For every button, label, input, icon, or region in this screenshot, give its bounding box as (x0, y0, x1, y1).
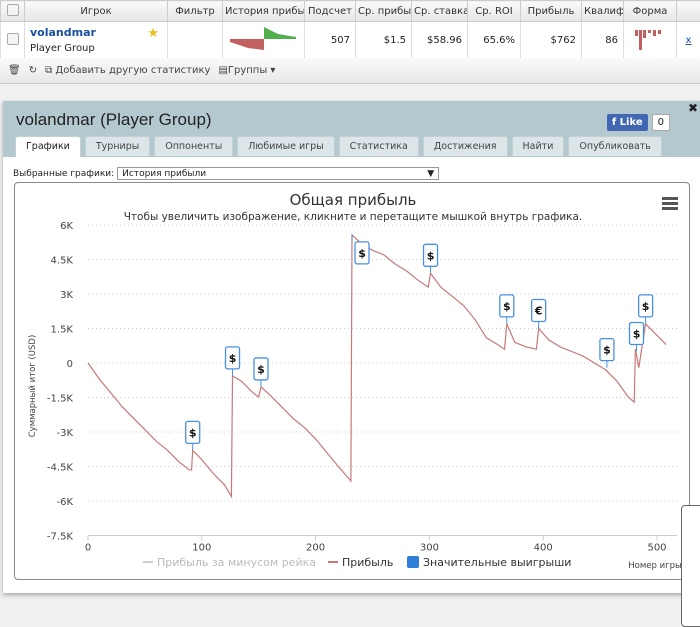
legend-wins: Значительные выигрыши (423, 556, 571, 569)
y-tick-label: -7.5K (47, 532, 74, 543)
marker-symbol: $ (257, 363, 265, 376)
col-roi[interactable]: Ср. ROI (468, 1, 521, 22)
tab-5[interactable]: Достижения (423, 136, 508, 156)
roi-value: 65.6% (468, 22, 521, 59)
y-tick-label: 4.5K (51, 256, 74, 267)
profit-value: $762 (521, 22, 582, 59)
marker-symbol: $ (603, 344, 611, 357)
marker-symbol: $ (427, 249, 435, 262)
legend-net: Прибыль за минусом рейка (157, 556, 316, 569)
selected-charts-label: Выбранные графики: (13, 169, 114, 179)
y-tick-label: -1.5K (47, 394, 74, 405)
y-tick-label: -6K (56, 497, 73, 508)
marker-symbol: $ (189, 426, 197, 439)
medal-icon: ★ (147, 26, 159, 41)
y-tick-label: -4.5K (47, 463, 74, 474)
table-toolbar: 🗑 ↻ ⧉ Добавить другую статистику ▤Группы… (0, 58, 700, 84)
x-tick-label: 400 (534, 543, 553, 554)
marker-symbol: $ (633, 328, 641, 341)
avg-profit-value: $1.5 (356, 22, 412, 59)
refresh-icon[interactable]: ↻ (29, 65, 37, 76)
y-tick-label: 0 (67, 359, 73, 370)
tab-4[interactable]: Статистика (339, 136, 419, 156)
x-tick-label: 300 (420, 543, 439, 554)
chart-title: Общая прибыль (290, 191, 417, 209)
x-tick-label: 200 (306, 543, 325, 554)
players-table: Игрок Фильтр История прибыли Подсчет Ср.… (0, 0, 700, 59)
tab-6[interactable]: Найти (512, 136, 565, 156)
overlay-window-edge (681, 505, 700, 627)
menu-icon[interactable] (662, 197, 678, 210)
player-link[interactable]: volandmar (30, 26, 162, 39)
legend-profit: Прибыль (342, 556, 393, 569)
col-profit[interactable]: Прибыль (521, 1, 582, 22)
col-avg-stake[interactable]: Ср. ставка (412, 1, 468, 22)
y-tick-label: -3K (56, 428, 73, 439)
remove-link[interactable]: x (686, 35, 692, 46)
marker-symbol: $ (642, 300, 650, 313)
dropdown-arrow-icon: ▼ (427, 169, 434, 179)
qual-value: 86 (582, 22, 624, 59)
col-form[interactable]: Форма (624, 1, 677, 22)
col-player[interactable]: Игрок (25, 1, 168, 22)
history-sparkline (223, 22, 305, 59)
panel-title: volandmar (Player Group) (16, 110, 212, 130)
chart-select[interactable]: История прибыли▼ (117, 167, 439, 180)
profit-line (88, 235, 666, 497)
col-history[interactable]: История прибыли (223, 1, 305, 22)
close-icon[interactable]: ✖ (688, 101, 698, 115)
profit-chart[interactable]: Общая прибыль Чтобы увеличить изображение… (14, 182, 690, 580)
marker-symbol: $ (358, 247, 366, 260)
tab-1[interactable]: Турниры (85, 136, 150, 156)
add-stats-button[interactable]: ⧉ Добавить другую статистику (45, 65, 210, 76)
row-checkbox[interactable] (1, 22, 25, 59)
col-count[interactable]: Подсчет (305, 1, 356, 22)
legend-wins-swatch (407, 556, 419, 568)
y-axis-label: Суммарный итог (USD) (28, 335, 38, 438)
tab-2[interactable]: Оппоненты (154, 136, 233, 156)
col-avg-profit[interactable]: Ср. прибыль (356, 1, 412, 22)
form-chart (624, 22, 677, 59)
col-qual[interactable]: Квалиф (582, 1, 624, 22)
groups-button[interactable]: ▤Группы ▾ (218, 65, 275, 76)
chart-subtitle: Чтобы увеличить изображение, кликните и … (124, 211, 583, 223)
y-tick-label: 1.5K (51, 325, 74, 336)
marker-symbol: $ (229, 352, 237, 365)
like-count: 0 (652, 114, 670, 131)
y-tick-label: 3K (60, 290, 73, 301)
x-tick-label: 0 (85, 543, 91, 554)
y-tick-label: 6K (60, 221, 73, 232)
player-group: Player Group (30, 43, 162, 54)
count-value: 507 (305, 22, 356, 59)
x-tick-label: 100 (192, 543, 211, 554)
tab-0[interactable]: Графики (15, 136, 81, 157)
trash-icon[interactable]: 🗑 (8, 65, 21, 76)
tab-7[interactable]: Опубликовать (568, 136, 662, 156)
marker-symbol: $ (503, 300, 511, 313)
table-row: volandmar Player Group ★ 507 $1.5 $58.96 6… (1, 22, 700, 59)
tab-3[interactable]: Любимые игры (237, 136, 334, 156)
avg-stake-value: $58.96 (412, 22, 468, 59)
x-axis-label: Номер игры (628, 561, 681, 571)
x-tick-label: 500 (647, 543, 666, 554)
marker-symbol: € (534, 305, 543, 318)
col-filter[interactable]: Фильтр (168, 1, 223, 22)
select-all-checkbox[interactable] (1, 1, 25, 22)
facebook-like-button[interactable]: f Like (607, 114, 648, 131)
